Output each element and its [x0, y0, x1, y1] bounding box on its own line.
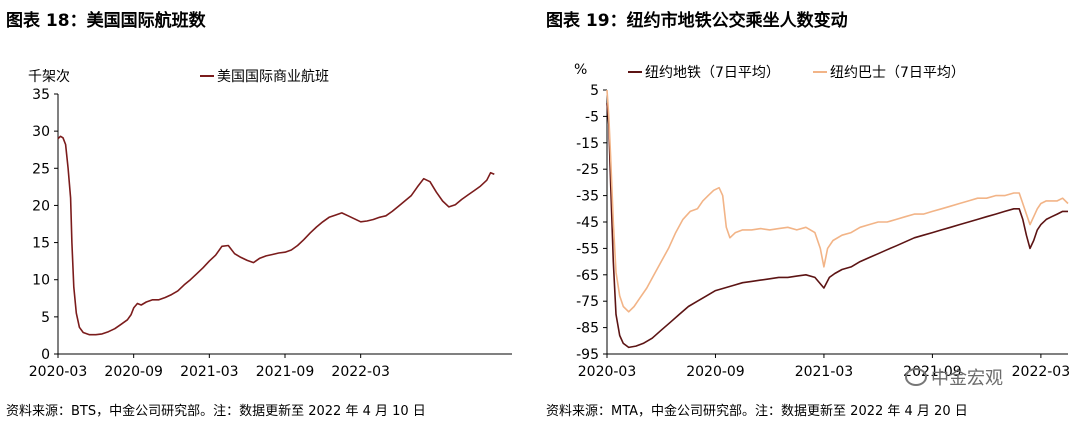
- chart-panel-subway: 图表 19：纽约市地铁公交乘坐人数变动 % 5 -5 -15 -25 -35 -45 -55…: [540, 0, 1080, 425]
- y-tick-label: 15: [32, 236, 50, 252]
- y-axis-unit: 千架次: [28, 69, 70, 85]
- x-tick-label: 2020-09: [686, 364, 745, 380]
- y-tick-label: -35: [576, 189, 599, 205]
- series-line-1: [606, 89, 1069, 313]
- flights-chart: 0 5 10 15 20 25 30 35 2020-03 2020-09 2021-03 2021-…: [29, 69, 512, 380]
- y-tick-label: 20: [32, 198, 50, 214]
- y-tick-label: 5: [41, 310, 50, 326]
- y-tick-label: 35: [32, 87, 50, 103]
- y-tick-label: -85: [576, 321, 599, 337]
- y-tick-label: 0: [41, 347, 50, 363]
- x-tick-label: 2020-03: [578, 364, 637, 380]
- y-tick-label: 30: [32, 124, 50, 140]
- x-tick-label: 2021-03: [180, 364, 239, 380]
- source-note: 资料来源：BTS，中金公司研究部。注：数据更新至 2022 年 4 月 10 日: [6, 404, 426, 419]
- y-tick-label: -5: [585, 109, 599, 125]
- legend-label: 纽约地铁（7日平均）: [645, 65, 780, 81]
- legend-label: 美国国际商业航班: [217, 69, 329, 85]
- y-tick-label: 25: [32, 161, 50, 177]
- x-tick-label: 2021-03: [795, 364, 854, 380]
- chart-title: 图表 19：纽约市地铁公交乘坐人数变动: [546, 11, 848, 31]
- y-tick-label: -15: [576, 136, 599, 152]
- series-line-0: [57, 135, 495, 336]
- chart-title: 图表 18：美国国际航班数: [6, 11, 206, 31]
- source-note: 资料来源：MTA，中金公司研究部。注：数据更新至 2022 年 4 月 20 日: [546, 404, 968, 419]
- y-tick-label: 5: [590, 83, 599, 99]
- legend-label: 纽约巴士（7日平均）: [830, 65, 965, 81]
- chart-panel-flights: 图表 18：美国国际航班数 千架次 0 5 10 15 20 25 30 35 2020-03 2…: [6, 11, 512, 419]
- y-tick-label: -75: [576, 294, 599, 310]
- series-line-0: [606, 103, 1068, 349]
- x-tick-label: 2020-09: [104, 364, 163, 380]
- y-tick-label: 10: [32, 273, 50, 289]
- x-tick-label: 2020-03: [29, 364, 88, 380]
- y-tick-label: -55: [576, 241, 599, 257]
- watermark: 中金宏观: [905, 364, 1003, 390]
- y-tick-label: -45: [576, 215, 599, 231]
- y-tick-label: -25: [576, 162, 599, 178]
- x-tick-label: 2022-03: [331, 364, 390, 380]
- y-tick-label: -65: [576, 268, 599, 284]
- y-axis-unit: %: [574, 62, 588, 78]
- x-tick-label: 2022-03: [1012, 364, 1070, 380]
- x-tick-label: 2021-09: [256, 364, 315, 380]
- y-tick-label: -95: [576, 347, 599, 363]
- wechat-icon: [905, 368, 927, 386]
